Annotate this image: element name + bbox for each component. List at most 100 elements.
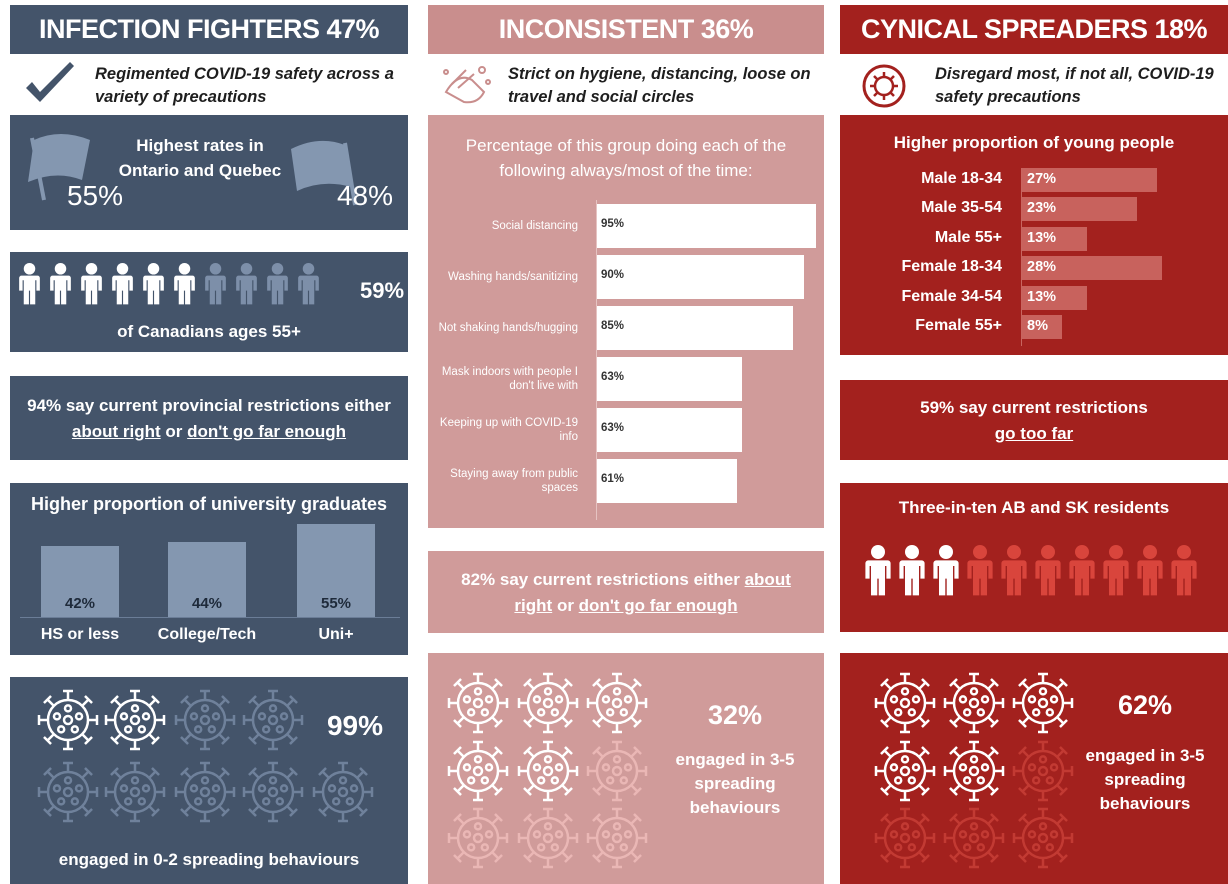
person-body [50, 276, 71, 305]
title-bar: CYNICAL SPREADERS 18% [840, 5, 1228, 54]
person-head [241, 263, 253, 275]
person-head [210, 263, 222, 275]
person-head [1075, 545, 1089, 559]
value-label: 23% [1027, 200, 1056, 216]
value-label: 13% [1027, 289, 1056, 305]
category-label: HS or less [10, 626, 150, 644]
virus-badge [862, 64, 906, 108]
spreading-share: 99% [315, 710, 395, 742]
text: or [557, 596, 574, 615]
value-label: 13% [1027, 230, 1056, 246]
text: 94% say current provincial restrictions … [27, 396, 391, 415]
value-label: 85% [601, 320, 624, 332]
title-bar: INFECTION FIGHTERS 47% [10, 5, 408, 54]
person-icon [112, 263, 133, 304]
restrictions-text: 94% say current provincial restrictions … [20, 393, 398, 445]
person-icon [967, 545, 992, 595]
category-label: Female 34-54 [860, 288, 1002, 306]
spreading-share: 32% [685, 700, 785, 731]
tagline: Strict on hygiene, distancing, loose on … [508, 63, 818, 109]
restrictions-text: 59% say current restrictions go too far [850, 395, 1218, 447]
value-label: 95% [601, 218, 624, 230]
tagline: Regimented COVID-19 safety across a vari… [95, 63, 395, 109]
option: go too far [995, 424, 1073, 443]
category-label: Male 55+ [860, 229, 1002, 247]
person-icon [143, 263, 164, 304]
person-icon [267, 263, 288, 304]
text: 59% say current restrictions [920, 398, 1148, 417]
person-body [1035, 560, 1060, 595]
value-label: 61% [601, 473, 624, 485]
person-icon [865, 545, 890, 595]
person-head [1007, 545, 1021, 559]
person-icon [236, 263, 257, 304]
person-icon [19, 263, 40, 304]
person-body [298, 276, 319, 305]
person-body [899, 560, 924, 595]
provinces-heading: Highest rates in Ontario and Quebec [115, 133, 285, 183]
age-share: 59% [352, 278, 412, 304]
spreading-caption: engaged in 3-5 spreading behaviours [675, 748, 795, 820]
person-body [933, 560, 958, 595]
category-label: Staying away from public spaces [430, 459, 578, 503]
spreading-share: 62% [1095, 690, 1195, 721]
pictogram [0, 0, 1, 1]
person-body [205, 276, 226, 305]
tagline: Disregard most, if not all, COVID-19 saf… [935, 63, 1225, 109]
pictogram [864, 545, 1204, 601]
person-body [1001, 560, 1026, 595]
value-label: 42% [41, 595, 119, 612]
category-label: Social distancing [430, 204, 578, 248]
person-icon [298, 263, 319, 304]
baseline [20, 617, 400, 618]
person-head [272, 263, 284, 275]
person-head [303, 263, 315, 275]
value-label: 55% [297, 595, 375, 612]
bar [597, 204, 816, 248]
category-label: College/Tech [137, 626, 277, 644]
person-body [143, 276, 164, 305]
person-icon [899, 545, 924, 595]
person-body [865, 560, 890, 595]
category-label: Female 55+ [860, 317, 1002, 335]
person-head [148, 263, 160, 275]
person-body [112, 276, 133, 305]
person-body [967, 560, 992, 595]
person-head [86, 263, 98, 275]
person-body [81, 276, 102, 305]
value-label: 63% [601, 371, 624, 383]
young-title: Higher proportion of young people [840, 133, 1228, 153]
category-label: Uni+ [266, 626, 406, 644]
person-body [174, 276, 195, 305]
option: don't go far enough [579, 596, 738, 615]
category-label: Female 18-34 [860, 258, 1002, 276]
person-icon [174, 263, 195, 304]
person-icon [933, 545, 958, 595]
person-head [1177, 545, 1191, 559]
person-head [1041, 545, 1055, 559]
ontario-share: 55% [55, 180, 135, 212]
check-icon [22, 62, 78, 110]
person-body [236, 276, 257, 305]
person-head [1109, 545, 1123, 559]
person-head [905, 545, 919, 559]
value-label: 27% [1027, 171, 1056, 187]
person-body [1171, 560, 1196, 595]
region-caption: Three-in-ten AB and SK residents [840, 498, 1228, 518]
person-head [871, 545, 885, 559]
person-icon [1035, 545, 1060, 595]
spreading-caption: engaged in 3-5 spreading behaviours [1085, 744, 1205, 816]
person-icon [1069, 545, 1094, 595]
value-label: 63% [601, 422, 624, 434]
value-label: 8% [1027, 318, 1048, 334]
person-icon [1001, 545, 1026, 595]
category-label: Keeping up with COVID-19 info [430, 408, 578, 452]
person-icon [50, 263, 71, 304]
person-icon [1171, 545, 1196, 595]
person-icon [1137, 545, 1162, 595]
infographic: INFECTION FIGHTERS 47% Regimented COVID-… [0, 0, 1228, 884]
restrictions-text: 82% say current restrictions either abou… [450, 567, 802, 619]
value-label: 44% [168, 595, 246, 612]
person-body [1069, 560, 1094, 595]
spreading-caption: engaged in 0-2 spreading behaviours [10, 850, 408, 870]
